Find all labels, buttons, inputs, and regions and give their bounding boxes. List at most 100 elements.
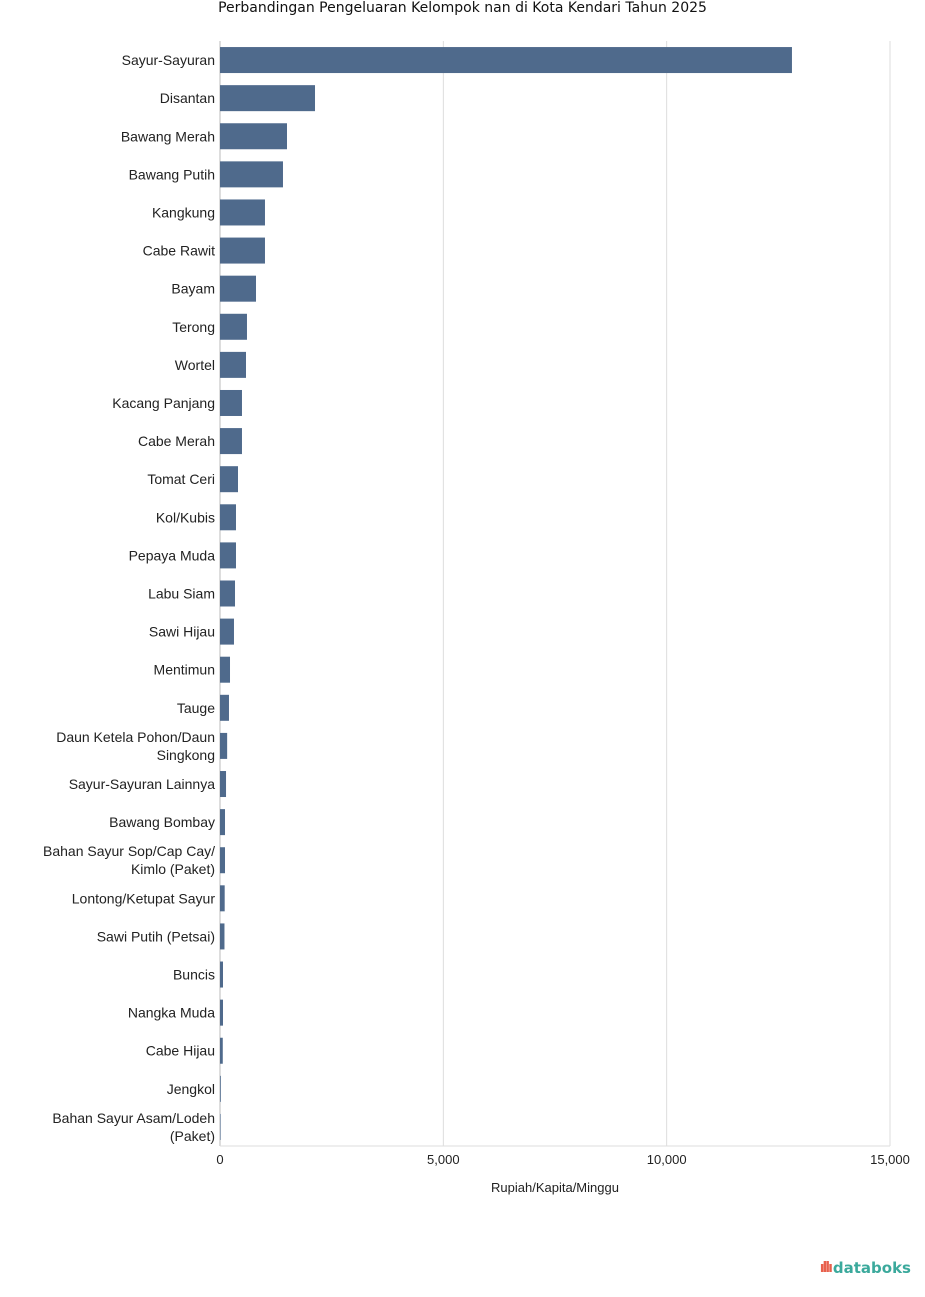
bar	[220, 313, 247, 340]
category-label: Kacang Panjang	[112, 395, 215, 411]
category-label: Cabe Hijau	[146, 1043, 215, 1059]
bar	[220, 504, 236, 531]
x-tick-label: 10,000	[647, 1152, 687, 1167]
bar	[220, 1113, 221, 1140]
category-label-line: Bahan Sayur Sop/Cap Cay/	[43, 843, 215, 859]
bar	[220, 161, 283, 188]
category-label: Sayur-Sayuran Lainnya	[69, 776, 216, 792]
category-label: Nangka Muda	[128, 1005, 215, 1021]
bar	[220, 351, 246, 378]
bar	[220, 466, 239, 493]
bar	[220, 47, 792, 74]
category-label-line: Buncis	[173, 967, 215, 983]
bar	[220, 580, 236, 607]
category-label: Bawang Merah	[121, 128, 215, 144]
bar	[220, 85, 316, 112]
databoks-logo-icon: ıllı	[819, 1260, 833, 1276]
category-label-line: (Paket)	[170, 1128, 215, 1144]
x-axis-label: Rupiah/Kapita/Minggu	[491, 1180, 619, 1195]
bar	[220, 275, 257, 302]
category-label-line: Jengkol	[167, 1081, 215, 1097]
category-label-line: Sayur-Sayuran	[122, 52, 215, 68]
category-label-line: Tauge	[177, 700, 215, 716]
category-label: Bahan Sayur Sop/Cap Cay/Kimlo (Paket)	[43, 843, 215, 877]
category-label: Mentimun	[154, 662, 215, 678]
bar	[220, 199, 265, 226]
category-label-line: Tomat Ceri	[147, 471, 215, 487]
category-label-line: Pepaya Muda	[129, 547, 216, 563]
category-label-line: Cabe Merah	[138, 433, 215, 449]
category-label-line: Lontong/Ketupat Sayur	[72, 890, 216, 906]
x-tick-label: 5,000	[427, 1152, 460, 1167]
category-label-line: Cabe Hijau	[146, 1043, 215, 1059]
category-label: Wortel	[175, 357, 215, 373]
bar	[220, 237, 265, 264]
category-label-line: Sawi Hijau	[149, 624, 215, 640]
category-label-line: Kol/Kubis	[156, 509, 215, 525]
category-label-line: Terong	[172, 319, 215, 335]
x-tick-label: 15,000	[870, 1152, 910, 1167]
category-label: Bahan Sayur Asam/Lodeh (Paket)	[52, 1110, 215, 1144]
category-label: Daun Ketela Pohon/Daun Singkong	[56, 729, 215, 763]
category-label: Kangkung	[152, 204, 215, 220]
bar	[220, 123, 287, 150]
logo-text: databoks	[832, 1259, 911, 1277]
bar	[220, 885, 225, 912]
category-label-line: Nangka Muda	[128, 1005, 215, 1021]
bar	[220, 771, 227, 798]
category-label-line: Bawang Merah	[121, 128, 215, 144]
category-label-line: Mentimun	[154, 662, 215, 678]
category-label-line: Kangkung	[152, 204, 215, 220]
category-label-line: Sawi Putih (Petsai)	[97, 928, 215, 944]
category-label: Pepaya Muda	[129, 547, 216, 563]
category-label: Sawi Putih (Petsai)	[97, 928, 215, 944]
category-label: Terong	[172, 319, 215, 335]
category-label: Kol/Kubis	[156, 509, 215, 525]
category-label-line: Bawang Bombay	[109, 814, 215, 830]
databoks-logo: ıllı databoks	[820, 1259, 911, 1277]
bar	[220, 428, 242, 455]
bar	[220, 732, 228, 759]
category-label-line: Bawang Putih	[129, 166, 215, 182]
category-label: Cabe Merah	[138, 433, 215, 449]
bar	[220, 961, 223, 988]
chart-title: Perbandingan Pengeluaran Kelompok nan di…	[218, 0, 707, 16]
bar	[220, 809, 226, 836]
category-label: Jengkol	[167, 1081, 215, 1097]
category-label-line: Kacang Panjang	[112, 395, 215, 411]
category-label-line: Wortel	[175, 357, 215, 373]
bar	[220, 389, 242, 416]
category-label: Bayam	[171, 281, 215, 297]
bar	[220, 923, 225, 950]
category-label: Sawi Hijau	[149, 624, 215, 640]
category-label: Cabe Rawit	[143, 243, 215, 259]
category-label-line: Kimlo (Paket)	[131, 861, 215, 877]
category-label: Tomat Ceri	[147, 471, 215, 487]
x-tick-label: 0	[216, 1152, 223, 1167]
category-label: Tauge	[177, 700, 215, 716]
category-label: Lontong/Ketupat Sayur	[72, 890, 216, 906]
category-label-line: Disantan	[160, 90, 215, 106]
category-label-line: Cabe Rawit	[143, 243, 215, 259]
bar	[220, 656, 231, 683]
category-label-line: Bayam	[171, 281, 215, 297]
category-label: Bawang Bombay	[109, 814, 215, 830]
bar	[220, 999, 223, 1026]
category-label: Bawang Putih	[129, 166, 215, 182]
category-label-line: Singkong	[157, 747, 215, 763]
category-label-line: Labu Siam	[148, 586, 215, 602]
category-label: Sayur-Sayuran	[122, 52, 215, 68]
category-label-line: Bahan Sayur Asam/Lodeh	[52, 1110, 215, 1126]
bar	[220, 694, 229, 721]
bar	[220, 542, 236, 569]
bar	[220, 618, 234, 645]
category-label-line: Daun Ketela Pohon/Daun	[56, 729, 215, 745]
category-label: Disantan	[160, 90, 215, 106]
bar	[220, 1075, 221, 1102]
category-label: Buncis	[173, 967, 215, 983]
category-label: Labu Siam	[148, 586, 215, 602]
category-label-line: Sayur-Sayuran Lainnya	[69, 776, 216, 792]
bar	[220, 1037, 223, 1064]
bar	[220, 847, 226, 874]
